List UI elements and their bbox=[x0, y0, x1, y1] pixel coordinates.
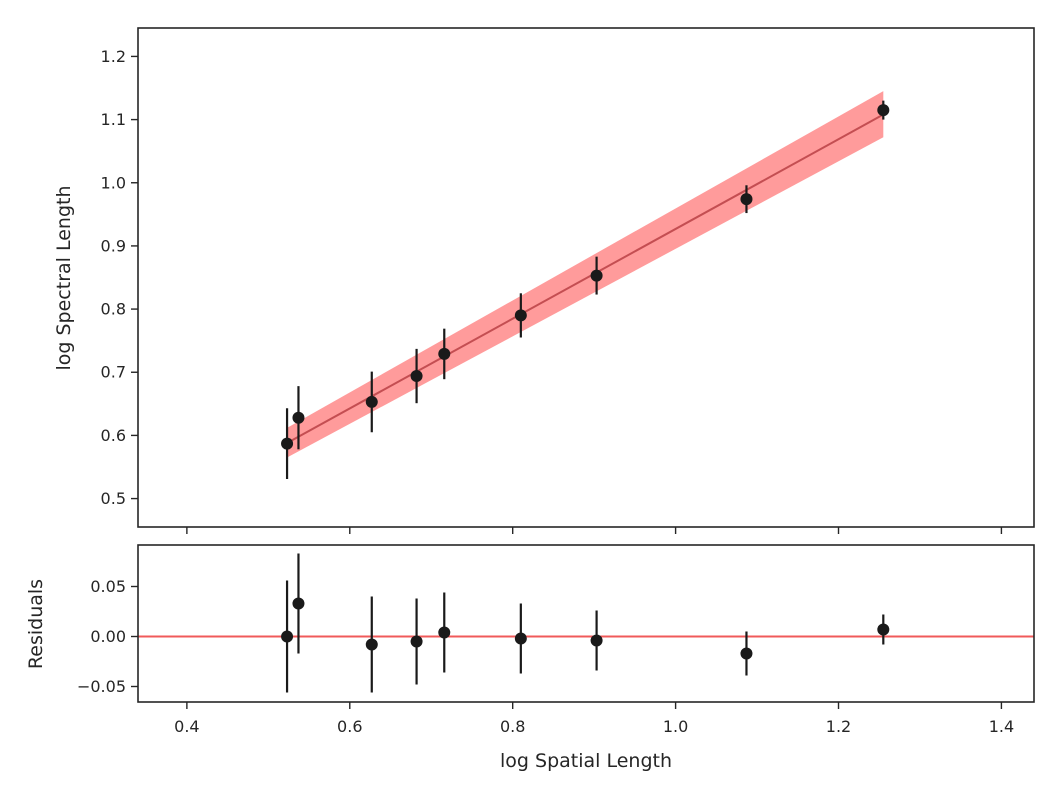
y-tick-label: 1.0 bbox=[101, 173, 126, 192]
x-tick-label: 0.4 bbox=[174, 717, 199, 736]
data-point bbox=[514, 632, 527, 645]
axes-frame bbox=[137, 27, 1035, 528]
xlabel: log Spatial Length bbox=[500, 750, 672, 772]
y-tick-label: 0.8 bbox=[101, 300, 126, 319]
data-point bbox=[410, 370, 423, 383]
bottom-ylabel: Residuals bbox=[25, 579, 47, 669]
x-tick-label: 0.8 bbox=[500, 717, 525, 736]
x-tick-label: 1.4 bbox=[989, 717, 1014, 736]
y-tick-label: 0.00 bbox=[90, 627, 126, 646]
y-tick-label: 1.2 bbox=[101, 47, 126, 66]
data-point bbox=[365, 638, 378, 651]
x-tick-label: 0.6 bbox=[337, 717, 362, 736]
data-point bbox=[281, 630, 294, 643]
data-point bbox=[877, 623, 890, 636]
data-point bbox=[590, 269, 603, 282]
data-point bbox=[438, 626, 451, 639]
y-tick-label: −0.05 bbox=[77, 677, 126, 696]
data-point bbox=[590, 634, 603, 647]
fit-panel: 0.5 0.6 0.7 0.8 0.9 1.0 1.1 1.2 bbox=[101, 27, 1035, 534]
x-tick-label: 1.0 bbox=[663, 717, 688, 736]
y-tick-label: 1.1 bbox=[101, 110, 126, 129]
data-point bbox=[410, 635, 423, 648]
fit-line bbox=[286, 113, 884, 444]
data-point bbox=[877, 104, 890, 117]
data-point bbox=[740, 193, 753, 206]
y-tick-label: 0.7 bbox=[101, 363, 126, 382]
y-tick-label: 0.9 bbox=[101, 236, 126, 255]
y-tick-label: 0.05 bbox=[90, 577, 126, 596]
data-point bbox=[438, 347, 451, 360]
y-tick-label: 0.5 bbox=[101, 489, 126, 508]
residuals-panel: 0.05 0.00 −0.05 0.4 0.6 0.8 1.0 1.2 1.4 bbox=[77, 544, 1035, 736]
axes-frame bbox=[137, 544, 1035, 703]
data-point bbox=[365, 395, 378, 408]
data-point bbox=[292, 597, 305, 610]
data-point bbox=[514, 309, 527, 322]
confidence-band bbox=[287, 91, 884, 458]
data-point bbox=[281, 437, 294, 450]
top-ylabel: log Spectral Length bbox=[53, 185, 75, 370]
x-tick-label: 1.2 bbox=[826, 717, 851, 736]
data-point bbox=[740, 647, 753, 660]
data-point bbox=[292, 411, 305, 424]
y-tick-label: 0.6 bbox=[101, 426, 126, 445]
